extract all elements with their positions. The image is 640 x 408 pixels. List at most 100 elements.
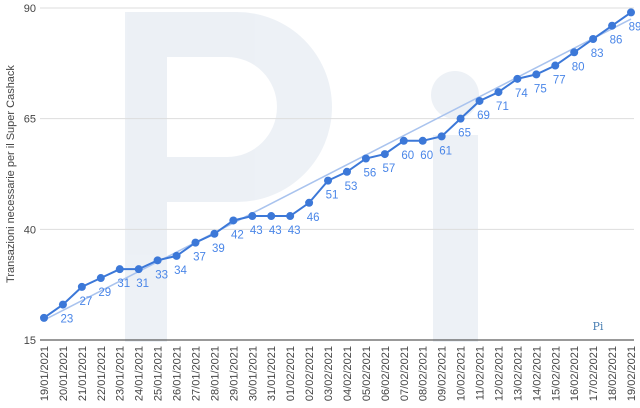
data-point (40, 313, 48, 322)
data-point (475, 96, 484, 105)
x-tick-label: 15/02/2021 (550, 346, 562, 401)
value-label: 43 (288, 225, 301, 237)
value-label: 60 (420, 150, 433, 162)
data-point (437, 132, 446, 141)
data-point (229, 216, 238, 225)
x-tick-label: 05/02/2021 (361, 346, 373, 401)
value-label: 42 (231, 229, 244, 241)
value-label: 53 (345, 181, 358, 193)
value-label: 29 (98, 287, 111, 299)
value-label: 89 (629, 21, 640, 33)
x-tick-label: 25/01/2021 (153, 346, 165, 401)
data-point (210, 229, 219, 238)
x-tick-label: 10/02/2021 (456, 346, 468, 401)
y-tick-label: 65 (24, 114, 36, 126)
x-tick-label: 27/01/2021 (190, 346, 202, 401)
x-tick-label: 20/01/2021 (58, 346, 70, 401)
value-label: 43 (250, 225, 263, 237)
data-point (58, 300, 67, 309)
data-point (608, 21, 617, 30)
data-point (77, 282, 86, 291)
value-label: 75 (534, 83, 547, 95)
y-tick-label: 90 (24, 3, 36, 15)
value-label: 86 (610, 35, 623, 47)
x-tick-label: 28/01/2021 (209, 346, 221, 401)
x-tick-label: 14/02/2021 (531, 346, 543, 401)
value-label: 43 (269, 225, 282, 237)
value-label: 61 (439, 145, 452, 157)
x-tick-label: 03/02/2021 (323, 346, 335, 401)
data-point (380, 150, 389, 159)
data-point (494, 88, 503, 97)
data-point (96, 274, 105, 283)
logo: Pi (593, 320, 604, 333)
x-tick-label: 12/02/2021 (493, 346, 505, 401)
data-point (513, 74, 522, 83)
data-point (418, 136, 427, 145)
x-tick-label: 06/02/2021 (380, 346, 392, 401)
value-label: 80 (572, 61, 585, 73)
data-point (589, 34, 598, 43)
data-point (305, 198, 314, 207)
data-point (361, 154, 370, 163)
y-tick-label: 15 (24, 335, 36, 347)
data-point (191, 238, 200, 247)
value-label: 23 (61, 314, 74, 326)
x-tick-label: 24/01/2021 (134, 346, 146, 401)
x-tick-label: 21/01/2021 (77, 346, 89, 401)
x-tick-label: 19/02/2021 (626, 346, 638, 401)
data-point (456, 114, 465, 123)
y-axis-label: Transazioni necessarie per il Super Cash… (5, 65, 17, 283)
data-point (134, 265, 143, 274)
x-tick-label: 23/01/2021 (115, 346, 127, 401)
value-label: 65 (458, 128, 471, 140)
x-tick-label: 04/02/2021 (342, 346, 354, 401)
data-point (153, 256, 162, 265)
x-tick-label: 09/02/2021 (437, 346, 449, 401)
value-label: 33 (155, 269, 168, 281)
data-point (286, 212, 295, 221)
data-point (399, 136, 408, 145)
data-point (342, 167, 351, 176)
x-tick-label: 29/01/2021 (228, 346, 240, 401)
x-tick-label: 01/02/2021 (285, 346, 297, 401)
watermark (125, 12, 479, 342)
data-point (551, 61, 560, 70)
value-label: 51 (326, 190, 339, 202)
value-label: 34 (174, 265, 187, 277)
data-point (267, 212, 276, 221)
value-label: 74 (515, 88, 528, 100)
value-label: 77 (553, 75, 566, 87)
value-label: 27 (79, 296, 92, 308)
x-tick-label: 07/02/2021 (399, 346, 411, 401)
x-tick-label: 11/02/2021 (475, 346, 487, 400)
value-label: 56 (364, 168, 377, 180)
data-point (172, 251, 181, 260)
data-point (532, 70, 541, 79)
x-tick-label: 16/02/2021 (569, 346, 581, 401)
value-label: 83 (591, 48, 604, 60)
x-tick-label: 26/01/2021 (172, 346, 184, 401)
value-label: 37 (193, 252, 206, 264)
value-label: 60 (401, 150, 414, 162)
data-point (115, 265, 124, 274)
value-label: 69 (477, 110, 490, 122)
value-label: 31 (136, 278, 149, 290)
data-point (248, 212, 257, 221)
x-tick-label: 13/02/2021 (512, 346, 524, 401)
data-point (324, 176, 333, 185)
x-tick-label: 18/02/2021 (607, 346, 619, 401)
x-tick-label: 08/02/2021 (418, 346, 430, 401)
x-tick-label: 22/01/2021 (96, 346, 108, 401)
x-tick-label: 02/02/2021 (304, 346, 316, 401)
x-tick-label: 31/01/2021 (266, 346, 278, 401)
x-tick-label: 30/01/2021 (247, 346, 259, 401)
value-label: 46 (307, 212, 320, 224)
value-label: 31 (117, 278, 130, 290)
x-tick-label: 19/01/2021 (39, 346, 51, 401)
data-point (627, 8, 635, 17)
value-label: 39 (212, 243, 225, 255)
y-tick-label: 40 (24, 224, 36, 236)
value-label: 71 (496, 101, 509, 113)
